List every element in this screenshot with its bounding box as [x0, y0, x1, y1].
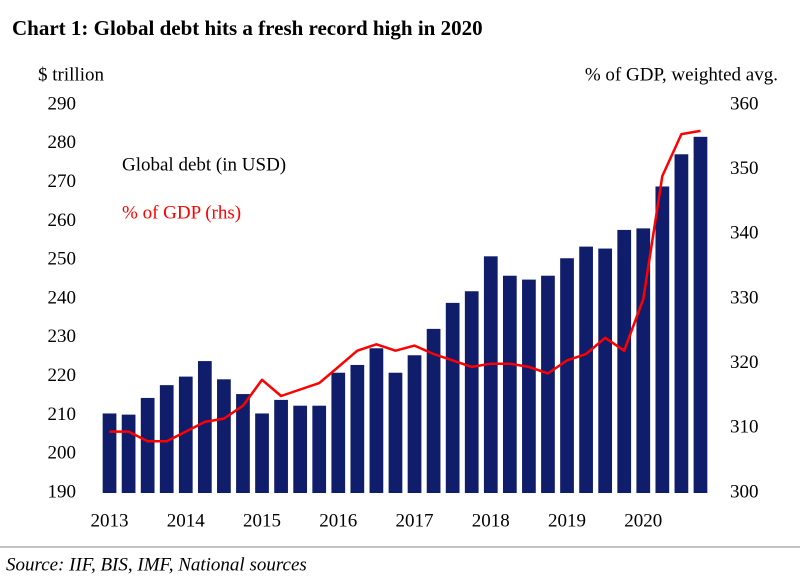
bar	[693, 136, 708, 494]
y2-tick-label: 320	[730, 352, 759, 373]
bar	[293, 405, 308, 493]
bar	[140, 397, 155, 493]
y-tick-label: 270	[48, 171, 77, 192]
x-tick-label: 2019	[548, 510, 586, 531]
y-tick-label: 290	[48, 93, 77, 114]
legend-label: Global debt (in USD)	[122, 154, 286, 175]
bar	[255, 413, 269, 493]
y-axis-label: $ trillion	[38, 64, 104, 85]
bar	[560, 258, 574, 493]
y-tick-label: 220	[48, 365, 77, 386]
x-tick-label: 2017	[396, 510, 434, 531]
y-tick-label: 200	[48, 443, 77, 464]
y2-tick-label: 340	[730, 223, 759, 244]
bar	[617, 229, 632, 493]
bar	[159, 385, 174, 493]
y2-tick-label: 360	[730, 93, 759, 114]
bar	[350, 364, 365, 493]
bar	[502, 275, 517, 493]
y2-tick-label: 310	[730, 417, 759, 438]
x-tick-label: 2013	[91, 510, 129, 531]
bar	[674, 154, 689, 493]
y-tick-label: 280	[48, 132, 77, 153]
bar	[388, 372, 403, 493]
bar	[331, 372, 346, 493]
bar	[636, 228, 651, 493]
y-tick-label: 240	[48, 287, 77, 308]
bar	[541, 275, 555, 493]
x-tick-label: 2020	[624, 510, 662, 531]
y-tick-label: 190	[48, 481, 77, 502]
y2-tick-label: 350	[730, 158, 759, 179]
y-tick-label: 250	[48, 249, 77, 270]
bar	[236, 394, 250, 493]
legend-label: % of GDP (rhs)	[122, 202, 241, 223]
bar	[598, 248, 613, 493]
bar	[445, 302, 460, 493]
bar	[407, 355, 422, 493]
bar	[312, 405, 327, 493]
bar	[369, 348, 384, 493]
y2-tick-label: 330	[730, 287, 759, 308]
x-tick-label: 2016	[319, 510, 357, 531]
bar	[217, 379, 231, 493]
bar	[178, 376, 193, 493]
chart-title: Chart 1: Global debt hits a fresh record…	[12, 16, 483, 40]
y-tick-label: 260	[48, 210, 77, 231]
bar	[274, 399, 288, 493]
bar	[426, 328, 441, 493]
y2-axis-label: % of GDP, weighted avg.	[585, 64, 778, 85]
bar	[579, 246, 593, 493]
x-tick-label: 2014	[167, 510, 206, 531]
x-tick-label: 2018	[472, 510, 510, 531]
line	[109, 129, 701, 443]
bar	[121, 414, 136, 493]
bar	[522, 279, 536, 493]
y-tick-label: 210	[48, 404, 77, 425]
y2-tick-label: 300	[730, 481, 759, 502]
bar	[197, 361, 212, 493]
bar	[102, 413, 117, 493]
bar	[483, 256, 498, 493]
source: Source: IIF, BIS, IMF, National sources	[6, 554, 307, 575]
y-tick-label: 230	[48, 326, 77, 347]
x-tick-label: 2015	[243, 510, 281, 531]
bar	[464, 291, 479, 493]
bar	[655, 186, 670, 494]
